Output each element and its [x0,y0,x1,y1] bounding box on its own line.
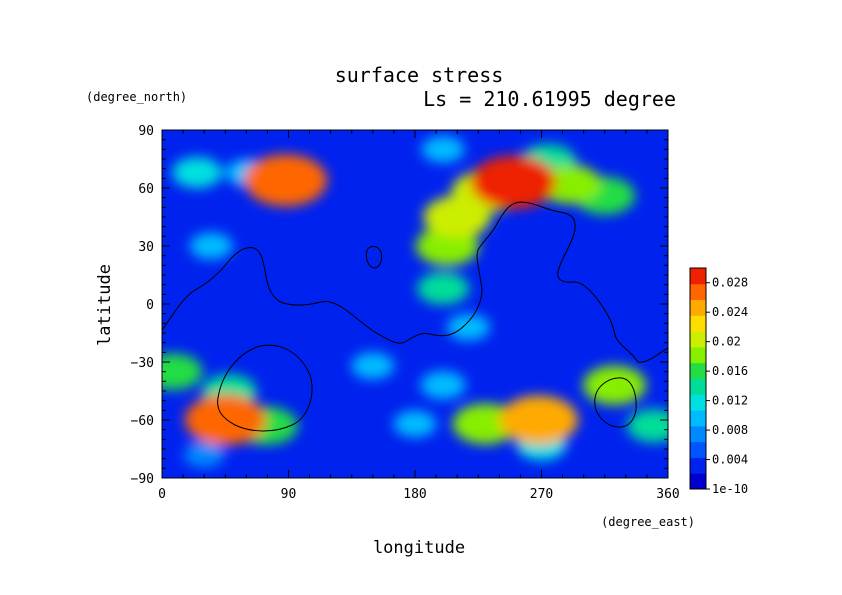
heatmap-cell [351,352,395,380]
colorbar-swatch [690,315,706,332]
colorbar-tick-label: 0.02 [712,335,741,349]
heatmap-cell [583,365,647,405]
contour-line-southeast-basin [594,377,637,428]
colorbar: 1e-10 0.004 0.008 0.012 0.016 0.02 0.024 0.028 [689,267,748,496]
y-tick-label: 0 [146,298,154,313]
colorbar-tick-label: 0.024 [712,305,748,319]
x-tick-label: 90 [281,487,297,502]
y-tick-label: −90 [131,472,154,487]
heatmap-cell [470,155,556,209]
x-axis-label: longitude [373,538,465,558]
heatmap-cell [184,394,266,446]
x-tick-label: 0 [158,487,166,502]
colorbar-swatch [690,473,706,490]
chart-subtitle: Ls = 210.61995 degree [423,87,676,111]
heatmap-cell [499,395,578,445]
heatmap-cell [446,313,490,341]
colorbar-swatch [690,394,706,411]
heatmap-features [162,135,668,468]
colorbar-tick-label: 1e-10 [712,482,748,496]
colorbar-swatch [690,362,706,379]
y-tick-label: 90 [138,124,154,139]
x-tick-label: 360 [656,487,679,502]
y-units-label: (degree_north) [86,90,187,104]
x-tick-label: 270 [530,487,553,502]
contour-line-south-basin [217,344,313,432]
heatmap-cell [423,195,491,239]
axis-ticks [161,129,669,479]
colorbar-swatch [690,457,706,474]
heatmap-cell [626,408,668,443]
chart-title: surface stress [335,63,504,87]
heatmap-field [162,130,668,478]
colorbar-swatch [690,283,706,301]
colorbar-swatch [690,441,706,458]
contour-line-small-island [365,246,383,269]
y-tick-label: −60 [131,414,154,429]
y-tick-label: 30 [138,240,154,255]
heatmap-cell [421,135,465,163]
y-tick-label: 60 [138,182,154,197]
colorbar-frame [689,267,707,490]
contour-line-main [162,201,668,363]
colorbar-swatch [690,410,706,427]
colorbar-tick-label: 0.028 [712,276,748,290]
topography-contours [162,201,668,432]
colorbar-swatch [690,331,706,348]
axis-tick-labels: 0 90 180 270 360 −90 −60 −30 0 30 60 90 [131,124,680,502]
colorbar-swatch [690,268,706,285]
heatmap-cell [162,353,203,390]
colorbar-swatch [690,299,706,316]
heatmap-cell [172,156,223,189]
heatmap-cell [189,232,233,260]
x-units-label: (degree_east) [601,515,695,529]
heatmap-cell [183,442,225,468]
x-tick-label: 180 [403,487,426,502]
y-tick-label: −30 [131,356,154,371]
heatmap-cell [420,371,466,400]
heatmap-cell [244,154,328,207]
colorbar-tick-label: 0.008 [712,423,748,437]
heatmap-cell [393,410,437,438]
colorbar-swatch [690,378,706,395]
colorbar-tick-label: 0.016 [712,364,748,378]
y-axis-label: latitude [95,264,115,346]
colorbar-swatch [690,346,706,364]
heatmap-cell [417,272,470,305]
colorbar-tick-label: 0.012 [712,394,748,408]
colorbar-swatch [690,425,706,443]
colorbar-tick-label: 0.004 [712,453,748,467]
